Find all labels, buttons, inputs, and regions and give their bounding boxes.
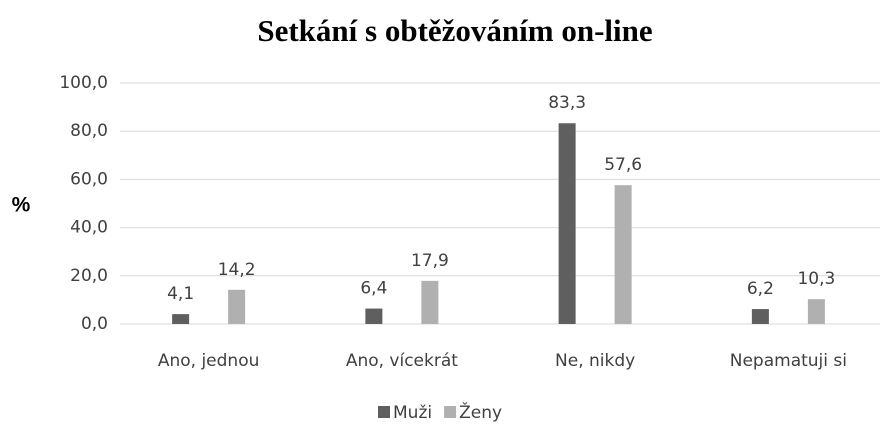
legend-swatch: [378, 406, 390, 418]
bar: [614, 185, 632, 324]
bar: [807, 299, 825, 324]
y-tick-label: 80,0: [70, 121, 108, 141]
bar: [172, 314, 190, 324]
data-label: 83,3: [548, 93, 586, 113]
y-tick-label: 40,0: [70, 218, 108, 238]
data-label: 6,2: [747, 279, 774, 299]
x-tick-label: Ano, vícekrát: [346, 351, 458, 371]
y-tick-label: 60,0: [70, 169, 108, 189]
y-tick-label: 100,0: [59, 73, 108, 93]
y-axis-label: %: [12, 194, 31, 217]
data-label: 57,6: [604, 155, 642, 175]
chart-title: Setkání s obtěžováním on-line: [257, 13, 652, 48]
bar: [558, 123, 576, 324]
data-label: 14,2: [218, 260, 256, 280]
bar: [421, 280, 439, 324]
x-tick-label: Nepamatuji si: [730, 351, 847, 371]
bar: [228, 289, 246, 324]
bar: [751, 309, 769, 324]
data-label: 17,9: [411, 251, 449, 271]
legend-label: Ženy: [459, 401, 502, 423]
data-label: 4,1: [167, 284, 194, 304]
y-tick-label: 20,0: [70, 266, 108, 286]
x-tick-label: Ano, jednou: [158, 351, 260, 371]
legend-label: Muži: [393, 403, 432, 423]
legend-swatch: [444, 406, 457, 418]
data-label: 10,3: [797, 269, 835, 289]
data-label: 6,4: [360, 279, 387, 299]
y-tick-label: 0,0: [81, 314, 108, 334]
bar: [365, 308, 383, 324]
x-tick-label: Ne, nikdy: [555, 351, 635, 371]
